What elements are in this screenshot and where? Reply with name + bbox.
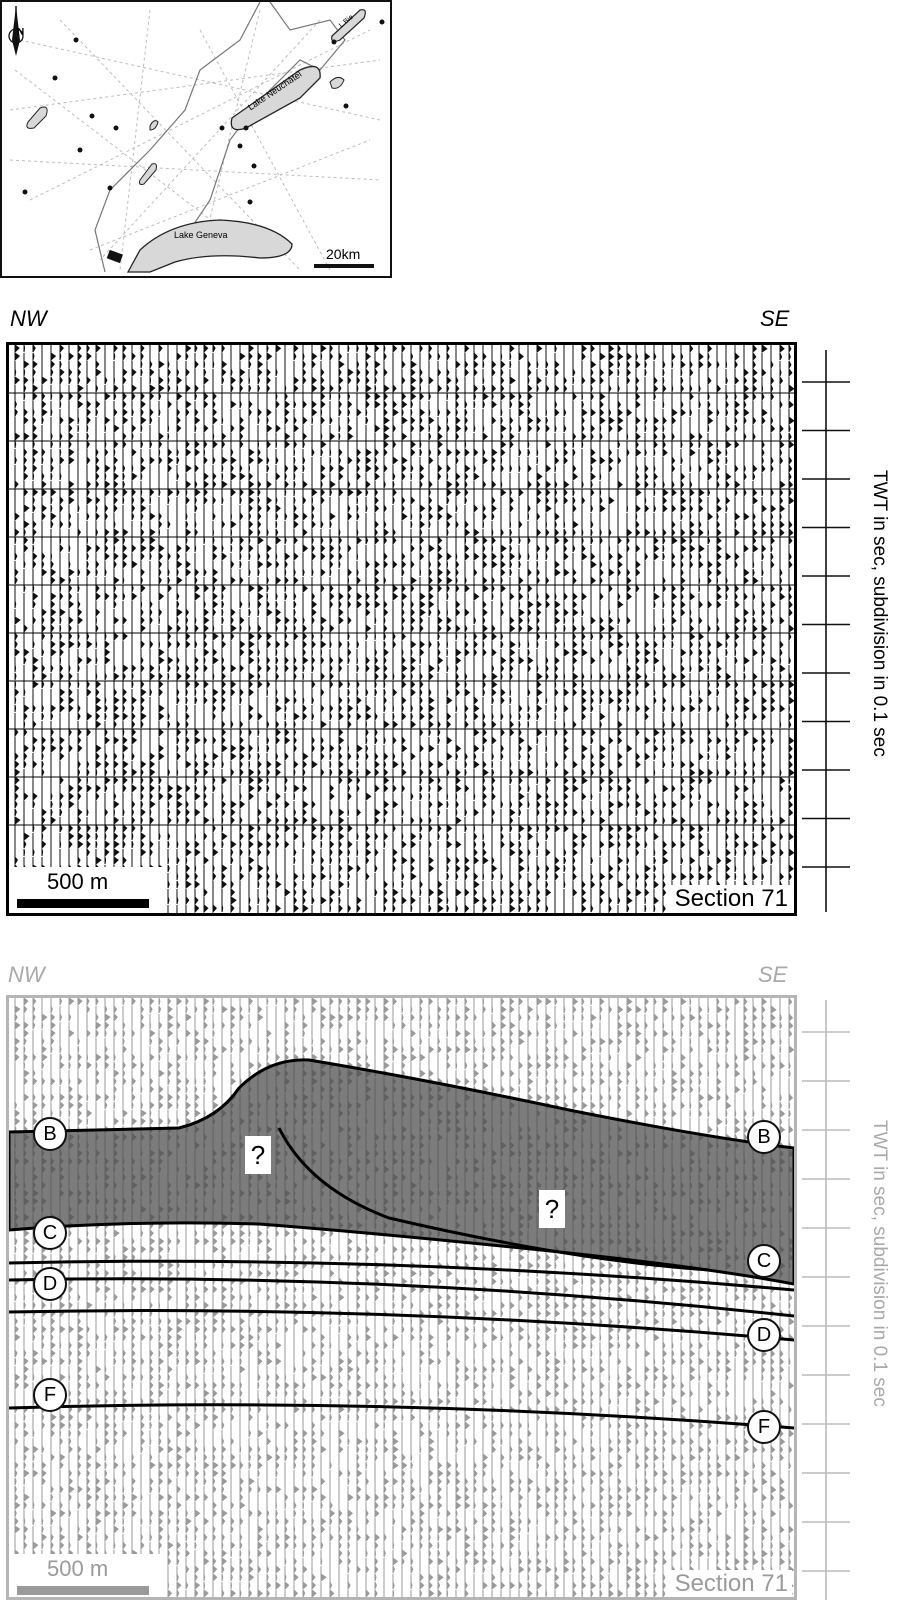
horizon-b-marker-left: B xyxy=(33,1117,67,1151)
lake-neuchatel-shape xyxy=(230,65,321,131)
horizon-f-marker-left: F xyxy=(33,1378,67,1412)
location-map: N Lake Neuchâtel L.Bie Lake Geneva 20km xyxy=(0,0,392,278)
section-71-location-marker xyxy=(106,249,123,264)
upper-se-label: SE xyxy=(760,306,790,331)
lower-scale-label: 500 m xyxy=(47,1556,109,1581)
lake-geneva-shape xyxy=(126,219,293,273)
lower-interpreted-section: B B C C D D F F ? ? 500 m Section 71 xyxy=(6,995,797,1600)
horizon-b-marker-right: B xyxy=(747,1120,781,1154)
horizon-c-marker-left: C xyxy=(33,1216,67,1250)
map-scale-label: 20km xyxy=(326,246,361,262)
map-scale-bar xyxy=(314,264,374,268)
horizon-c-marker-right: C xyxy=(747,1244,781,1278)
upper-nw-label: NW xyxy=(10,306,47,331)
upper-axis-title: TWT in sec, subdivision in 0.1 sec xyxy=(869,470,890,757)
horizon-d-marker-right: D xyxy=(747,1318,781,1352)
seismic-wiggle-trace xyxy=(14,345,794,913)
small-lake-shape xyxy=(149,120,159,131)
upper-scale-bar xyxy=(17,899,149,908)
horizon-d-marker-left: D xyxy=(33,1267,67,1301)
internal-reflector xyxy=(277,1127,710,1272)
lake-biel-shape xyxy=(331,9,366,42)
small-lake-shape xyxy=(139,163,157,185)
question-mark-left: ? xyxy=(245,1136,271,1174)
question-mark-right: ? xyxy=(539,1190,565,1228)
lower-scale-bar xyxy=(17,1586,149,1595)
horizon-line-f xyxy=(9,1403,794,1430)
small-lake-shape xyxy=(329,76,345,89)
north-arrow-icon xyxy=(8,6,24,56)
horizon-f-marker-right: F xyxy=(747,1410,781,1444)
well-dots xyxy=(22,19,385,205)
lower-nw-label: NW xyxy=(8,962,45,987)
lower-seismic-traces xyxy=(9,998,794,1597)
lake-geneva-label: Lake Geneva xyxy=(174,230,228,240)
horizon-line-c xyxy=(9,1259,794,1292)
upper-seismic-section: 500 m Section 71 xyxy=(6,342,797,916)
lower-axis-title: TWT in sec, subdivision in 0.1 sec xyxy=(869,1120,890,1407)
horizon-line-d xyxy=(9,1309,794,1342)
north-label: N xyxy=(17,27,25,38)
horizon-line-d-upper xyxy=(9,1277,794,1318)
map-drawing xyxy=(8,1,385,273)
upper-scale-label: 500 m xyxy=(47,869,109,894)
upper-seismic-traces xyxy=(9,345,794,913)
lower-twt-axis xyxy=(802,1000,850,1600)
upper-section-label: Section 71 xyxy=(670,885,792,913)
upper-scale-box: 500 m xyxy=(9,867,165,913)
lower-se-label: SE xyxy=(758,962,788,987)
lower-scale-box: 500 m xyxy=(9,1554,165,1597)
small-lake-shape xyxy=(26,106,48,129)
interpreted-body-bc xyxy=(9,1058,794,1286)
upper-twt-axis xyxy=(802,350,850,912)
lower-section-label: Section 71 xyxy=(670,1570,792,1597)
